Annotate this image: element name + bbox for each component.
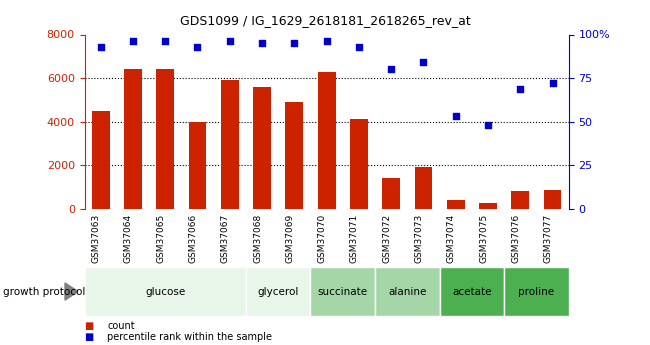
Bar [512,191,529,209]
Point [547,80,558,86]
Bar [350,119,368,209]
Point [386,67,396,72]
Text: GSM37064: GSM37064 [124,214,133,263]
Point [354,44,364,49]
Text: succinate: succinate [318,287,368,296]
Bar [188,122,206,209]
Text: GSM37069: GSM37069 [285,214,294,263]
Bar [92,111,109,209]
Text: growth protocol: growth protocol [3,287,86,296]
Point [289,40,300,46]
Bar [479,203,497,209]
Bar [382,178,400,209]
Text: GSM37075: GSM37075 [479,214,488,263]
Text: alanine: alanine [388,287,426,296]
Text: glycerol: glycerol [257,287,299,296]
Polygon shape [65,283,78,300]
Text: GSM37070: GSM37070 [318,214,326,263]
Bar [447,200,465,209]
Point [192,44,203,49]
Point [127,39,138,44]
Point [419,60,429,65]
Bar [318,71,335,209]
Bar [375,267,439,316]
Bar [221,80,239,209]
Text: GSM37071: GSM37071 [350,214,359,263]
Bar [439,267,504,316]
Text: GSM37066: GSM37066 [188,214,198,263]
Point [515,86,525,91]
Text: acetate: acetate [452,287,491,296]
Text: ■: ■ [84,333,94,342]
Text: GSM37073: GSM37073 [415,214,424,263]
Point [483,122,493,128]
Text: count: count [107,321,135,331]
Text: proline: proline [519,287,554,296]
Point [257,40,267,46]
Bar [84,267,246,316]
Bar [311,267,375,316]
Point [96,44,106,49]
Text: GSM37077: GSM37077 [543,214,552,263]
Text: GSM37072: GSM37072 [382,214,391,263]
Text: GSM37065: GSM37065 [156,214,165,263]
Text: GSM37067: GSM37067 [221,214,230,263]
Text: GSM37076: GSM37076 [512,214,520,263]
Text: GDS1099 / IG_1629_2618181_2618265_rev_at: GDS1099 / IG_1629_2618181_2618265_rev_at [179,14,471,27]
Point [450,114,461,119]
Text: percentile rank within the sample: percentile rank within the sample [107,333,272,342]
Text: ■: ■ [84,321,94,331]
Bar [246,267,311,316]
Text: GSM37074: GSM37074 [447,214,456,263]
Bar [157,69,174,209]
Text: GSM37063: GSM37063 [92,214,101,263]
Bar [504,267,569,316]
Point [160,39,170,44]
Text: glucose: glucose [145,287,185,296]
Point [321,39,332,44]
Bar [285,102,303,209]
Point [225,39,235,44]
Bar [124,69,142,209]
Bar [415,167,432,209]
Bar [544,190,562,209]
Bar [254,87,271,209]
Text: GSM37068: GSM37068 [253,214,262,263]
